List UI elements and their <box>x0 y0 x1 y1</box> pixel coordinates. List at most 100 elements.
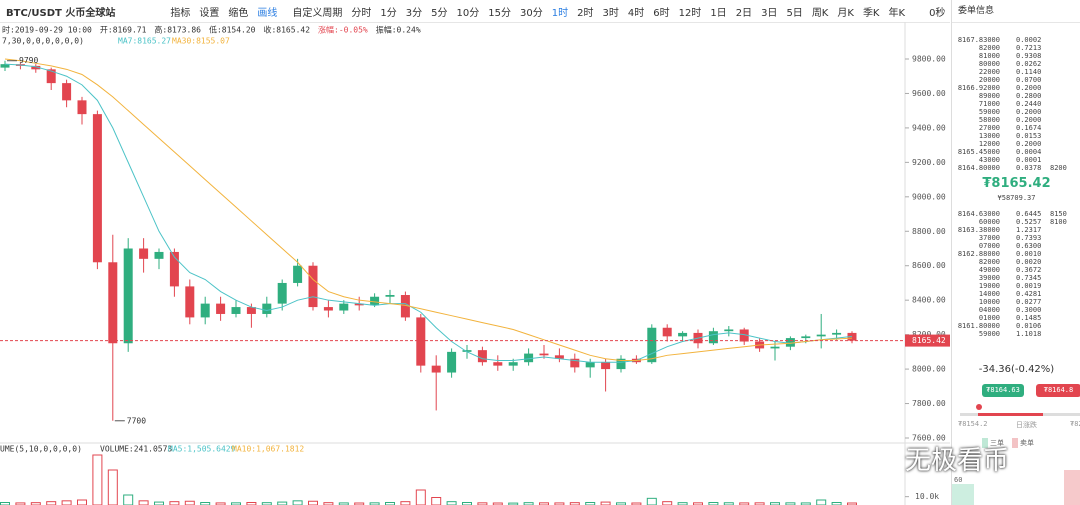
y-tick-label: 10.0k <box>915 492 939 501</box>
order-price: 8161.80000 <box>957 322 1000 330</box>
candle-body <box>323 307 333 311</box>
y-tick-label: 9600.00 <box>912 89 946 98</box>
order-price: 07000 <box>978 242 1000 250</box>
order-amount: 0.3672 <box>1016 266 1042 274</box>
candle-body <box>801 336 811 339</box>
candle-body <box>647 327 657 363</box>
period-button[interactable]: 5分 <box>431 7 448 19</box>
candle-body <box>785 338 795 347</box>
order-price: 82000 <box>978 44 1000 52</box>
candle-body <box>447 351 457 373</box>
candle-body <box>231 307 241 314</box>
tool-button[interactable]: 缩色 <box>228 7 249 19</box>
candle-body <box>216 303 226 314</box>
candle-body <box>169 251 179 287</box>
volume-bar <box>107 469 118 505</box>
last-price-label: 8165.42 <box>912 336 946 345</box>
volume-bar <box>431 497 442 505</box>
volume-bar <box>385 502 395 505</box>
tool-button[interactable]: 画线 <box>257 7 278 19</box>
candle-body <box>77 100 87 115</box>
period-button[interactable]: 12时 <box>678 7 702 19</box>
period-button[interactable]: 1分 <box>380 7 397 19</box>
volume-bar <box>708 502 719 505</box>
info-text: 开:8169.71 <box>100 26 147 35</box>
symbol[interactable]: BTC/USDT 火币全球站 <box>6 4 124 19</box>
info-text: 时:2019-09-29 10:00 <box>2 25 92 35</box>
order-price: 01000 <box>978 314 1000 322</box>
period-button[interactable]: 年K <box>888 7 906 19</box>
period-button[interactable]: 1日 <box>710 7 727 19</box>
candle-body <box>46 69 56 84</box>
order-amount: 0.0010 <box>1016 250 1042 258</box>
period-button[interactable]: 周K <box>811 7 829 19</box>
volume-bar <box>200 502 211 505</box>
volume-bar <box>831 502 842 505</box>
period-button[interactable]: 月K <box>837 7 854 19</box>
period-button[interactable]: 3时 <box>602 7 619 19</box>
tool-button[interactable]: 设置 <box>199 7 220 19</box>
candle-body <box>416 317 426 366</box>
candle-body <box>200 303 210 318</box>
candle-body <box>62 83 72 101</box>
period-button[interactable]: 1时 <box>551 7 569 19</box>
volume-bar <box>292 500 303 505</box>
last-price-tag <box>905 334 950 347</box>
order-price: 12000 <box>978 140 1000 148</box>
candle-body <box>293 265 303 283</box>
period-menu[interactable]: 自定义周期 <box>292 7 343 19</box>
candle-body <box>678 332 688 337</box>
range-marker <box>976 404 982 410</box>
order-amount: 0.0106 <box>1016 322 1042 330</box>
order-amount: 0.2000 <box>1016 116 1042 124</box>
period-button[interactable]: 5日 <box>786 7 803 19</box>
y-tick-label: 9400.00 <box>912 123 946 132</box>
period-button[interactable]: 6时 <box>653 7 670 19</box>
candle-body <box>770 346 780 349</box>
period-button[interactable]: 2日 <box>735 7 753 19</box>
order-book: 委单信息 8167.83000 0.0002 82000 0.7213 81000 0.9… <box>951 0 1080 505</box>
vol-ma10: MA10:1,067.1812 <box>232 445 304 454</box>
candle-body <box>277 282 287 304</box>
order-amount: 0.3000 <box>1016 306 1042 314</box>
period-button[interactable]: 3分 <box>405 7 423 19</box>
period-button[interactable]: 15分 <box>488 7 511 19</box>
volume-bar <box>92 454 103 505</box>
candle-body <box>554 355 564 359</box>
candle-body <box>462 350 472 352</box>
order-amount: 0.2440 <box>1016 100 1042 108</box>
depth-tick: 60 <box>954 476 963 484</box>
info-text: 振幅:0.24% <box>376 25 421 35</box>
tool-button[interactable]: 指标 <box>170 7 191 19</box>
toolbar: BTC/USDT 火币全球站 指标 设置 缩色 画线 自定义周期 分时 1分 3分 5分 10… <box>0 0 950 23</box>
order-price: 8166.92000 <box>957 84 1000 92</box>
order-price: 10000 <box>978 298 1000 306</box>
order-price: 39000 <box>978 274 1000 282</box>
order-amount: 0.0002 <box>1016 36 1042 44</box>
vol-label: VOLUME:241.0573 <box>100 445 172 454</box>
candle-body <box>662 327 672 337</box>
period-button[interactable]: 3日 <box>761 7 778 19</box>
ma7-label: MA7:8165.27 <box>118 37 171 46</box>
order-price: 80000 <box>978 60 1000 68</box>
order-amount: 0.7345 <box>1016 274 1042 282</box>
period-button[interactable]: 4时 <box>627 7 645 19</box>
order-amount: 0.9308 <box>1016 52 1042 60</box>
candle-body <box>0 64 10 68</box>
candle-body <box>493 362 503 366</box>
buy-button[interactable]: ₮8164.63 <box>982 384 1024 397</box>
period-button[interactable]: 分时 <box>351 7 372 19</box>
depth-area <box>952 484 974 505</box>
period-button[interactable]: 2时 <box>577 7 594 19</box>
volume-bar <box>508 502 519 505</box>
period-button[interactable]: 10分 <box>456 7 480 19</box>
order-price: 19000 <box>978 282 1000 290</box>
y-tick-label: 8400.00 <box>912 296 946 305</box>
volume-bar <box>616 502 626 505</box>
last-price: ₮8165.42 <box>982 176 1051 191</box>
period-button[interactable]: 季K <box>862 7 880 19</box>
candle-body <box>816 334 826 337</box>
period-button[interactable]: 30分 <box>519 7 543 19</box>
sell-button[interactable]: ₮8164.8 <box>1036 384 1080 397</box>
candle-body <box>339 303 349 311</box>
